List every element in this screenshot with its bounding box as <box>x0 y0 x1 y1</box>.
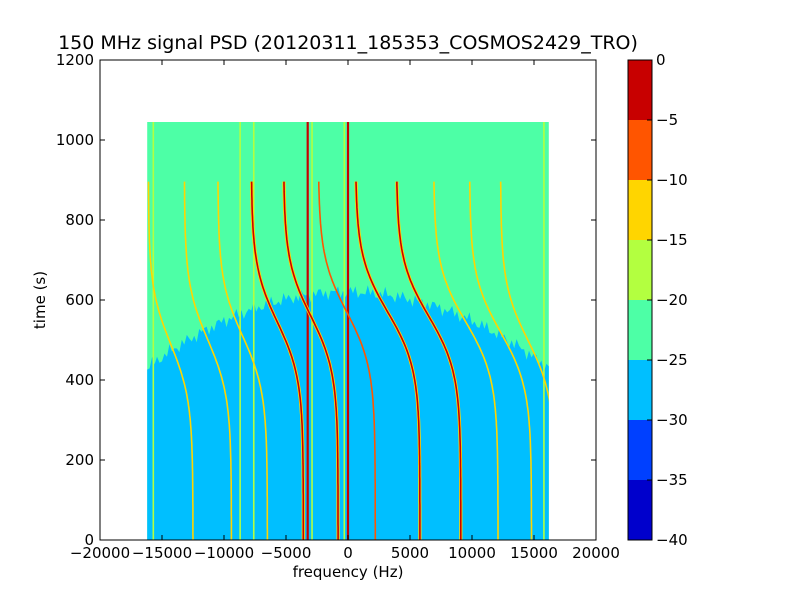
x-axis-ticks: −20000 −15000 −10000 −5000 0 5000 10000 15000 20… <box>70 60 620 562</box>
y-axis-ticks: 0 200 400 600 800 1000 1200 <box>56 51 596 549</box>
doppler-track <box>147 181 194 540</box>
chart-title: 150 MHz signal PSD (20120311_185353_COSM… <box>58 32 638 54</box>
x-tick-label: 10000 <box>448 544 496 562</box>
doppler-track <box>318 181 377 540</box>
x-axis-label: frequency (Hz) <box>293 563 404 581</box>
y-tick-label: 1000 <box>56 131 94 149</box>
colorbar-segment <box>628 180 652 240</box>
doppler-track <box>433 181 499 540</box>
colorbar-tick-label: −40 <box>656 531 688 549</box>
doppler-track <box>283 181 339 540</box>
y-tick-label: 200 <box>65 451 94 469</box>
colorbar-segment <box>628 420 652 480</box>
y-tick-label: 600 <box>65 291 94 309</box>
x-tick-label: 20000 <box>572 544 620 562</box>
colorbar-tick-label: −30 <box>656 411 688 429</box>
colorbar-segment <box>628 360 652 420</box>
x-tick-label: 0 <box>343 544 353 562</box>
colorbar-segment <box>628 60 652 120</box>
doppler-track <box>499 181 549 402</box>
y-tick-label: 800 <box>65 211 94 229</box>
colorbar-tick-label: −15 <box>656 231 688 249</box>
y-axis-label: time (s) <box>31 271 49 329</box>
doppler-track <box>355 181 421 540</box>
doppler-track <box>250 181 305 540</box>
x-tick-label: 5000 <box>391 544 429 562</box>
colorbar-tick-label: −20 <box>656 291 688 309</box>
colorbar-segment <box>628 300 652 360</box>
y-tick-label: 0 <box>84 531 94 549</box>
colorbar-tick-label: −5 <box>656 111 678 129</box>
doppler-track <box>396 181 462 540</box>
doppler-track <box>183 181 233 540</box>
colorbar-segment <box>628 120 652 180</box>
y-tick-label: 1200 <box>56 51 94 69</box>
colorbar-tick-label: −35 <box>656 471 688 489</box>
colorbar: −40 −35 −30 −25 −20 −15 −10 −5 0 <box>627 51 688 549</box>
x-tick-label: 15000 <box>510 544 558 562</box>
colorbar-tick-label: −25 <box>656 351 688 369</box>
x-tick-label: −20000 <box>70 544 130 562</box>
colorbar-segment <box>628 480 652 540</box>
doppler-track <box>217 181 269 540</box>
colorbar-segment <box>628 240 652 300</box>
colorbar-tick-label: −10 <box>656 171 688 189</box>
x-tick-label: −5000 <box>261 544 312 562</box>
doppler-track <box>469 181 533 540</box>
x-tick-label: −10000 <box>194 544 254 562</box>
heatmap <box>147 122 549 540</box>
y-tick-label: 400 <box>65 371 94 389</box>
colorbar-tick-label: 0 <box>656 51 666 69</box>
x-tick-label: −15000 <box>132 544 192 562</box>
